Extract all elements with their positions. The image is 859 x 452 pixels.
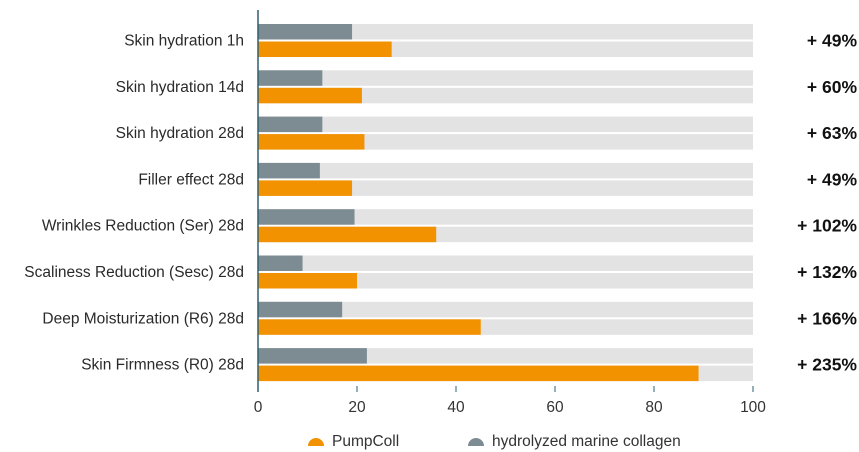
marine-collagen-legend-marker bbox=[468, 438, 484, 446]
increase-label: + 63% bbox=[807, 123, 858, 143]
background-bar bbox=[258, 134, 753, 150]
background-bar bbox=[258, 87, 753, 104]
category-label: Skin hydration 28d bbox=[116, 125, 244, 142]
legend-label: hydrolyzed marine collagen bbox=[492, 433, 681, 450]
background-bar bbox=[258, 255, 753, 271]
background-bar bbox=[258, 162, 753, 179]
marine-collagen-bar bbox=[258, 348, 367, 364]
background-bar bbox=[258, 209, 753, 225]
x-axis-ticks: 0 20 40 60 80 100 bbox=[254, 386, 766, 416]
marine-collagen-bar bbox=[258, 255, 303, 271]
background-bar bbox=[258, 70, 753, 86]
increase-label: + 102% bbox=[797, 216, 857, 236]
x-tick-label: 40 bbox=[447, 399, 465, 416]
x-tick-label: 60 bbox=[546, 399, 564, 416]
pumpcoll-bar bbox=[258, 180, 353, 196]
x-tick-label: 100 bbox=[740, 399, 766, 416]
x-tick-label: 20 bbox=[348, 399, 366, 416]
marine-collagen-bar bbox=[258, 301, 343, 318]
increase-label: + 49% bbox=[807, 31, 858, 51]
category-label: Skin Firmness (R0) 28d bbox=[81, 357, 244, 374]
pumpcoll-bar bbox=[258, 365, 699, 382]
increase-label: + 49% bbox=[807, 169, 858, 189]
category-label: Skin hydration 14d bbox=[116, 79, 244, 96]
legend-label: PumpColl bbox=[332, 433, 399, 450]
background-bar bbox=[258, 24, 753, 40]
category-label: Filler effect 28d bbox=[138, 171, 244, 188]
pumpcoll-bar bbox=[258, 319, 481, 335]
x-tick-label: 80 bbox=[645, 399, 663, 416]
marine-collagen-bar bbox=[258, 162, 320, 179]
marine-collagen-bar bbox=[258, 116, 323, 133]
background-bar bbox=[258, 273, 753, 289]
category-label: Scaliness Reduction (Sesc) 28d bbox=[24, 264, 244, 281]
category-labels: Skin hydration 1h Skin hydration 14d Skin … bbox=[24, 33, 244, 374]
increase-labels: + 49% + 60% + 63% + 49% + 102% + 132% + 166% + … bbox=[797, 31, 857, 375]
background-bar bbox=[258, 348, 753, 364]
increase-label: + 132% bbox=[797, 262, 857, 282]
marine-collagen-bar bbox=[258, 24, 353, 40]
category-label: Deep Moisturization (R6) 28d bbox=[42, 310, 244, 327]
data-bars bbox=[258, 24, 699, 382]
category-label: Skin hydration 1h bbox=[124, 33, 244, 50]
pumpcoll-bar bbox=[258, 273, 357, 289]
pumpcoll-bar bbox=[258, 41, 392, 57]
increase-label: + 60% bbox=[807, 77, 858, 97]
marine-collagen-bar bbox=[258, 70, 323, 86]
increase-label: + 166% bbox=[797, 308, 857, 328]
background-bar bbox=[258, 180, 753, 196]
category-label: Wrinkles Reduction (Ser) 28d bbox=[42, 218, 244, 235]
x-tick-label: 0 bbox=[254, 399, 263, 416]
increase-label: + 235% bbox=[797, 355, 857, 375]
background-bar bbox=[258, 116, 753, 133]
pumpcoll-bar bbox=[258, 87, 362, 104]
legend: PumpColl hydrolyzed marine collagen bbox=[308, 433, 681, 450]
marine-collagen-bar bbox=[258, 209, 355, 225]
pumpcoll-legend-marker bbox=[308, 438, 324, 446]
pumpcoll-bar bbox=[258, 226, 437, 243]
pumpcoll-bar bbox=[258, 134, 365, 150]
background-bar bbox=[258, 301, 753, 318]
